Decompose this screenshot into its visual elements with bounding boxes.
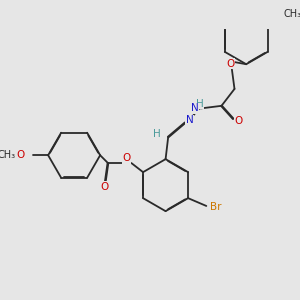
Text: H: H (196, 99, 203, 109)
Text: Br: Br (210, 202, 221, 212)
Text: CH₃: CH₃ (284, 9, 300, 19)
Text: CH₃: CH₃ (0, 150, 16, 160)
Text: O: O (234, 116, 242, 126)
Text: O: O (100, 182, 108, 192)
Text: O: O (17, 150, 25, 160)
Text: O: O (123, 153, 131, 164)
Text: O: O (226, 59, 235, 69)
Text: N: N (186, 115, 194, 125)
Text: H: H (153, 129, 160, 140)
Text: N: N (191, 103, 199, 113)
